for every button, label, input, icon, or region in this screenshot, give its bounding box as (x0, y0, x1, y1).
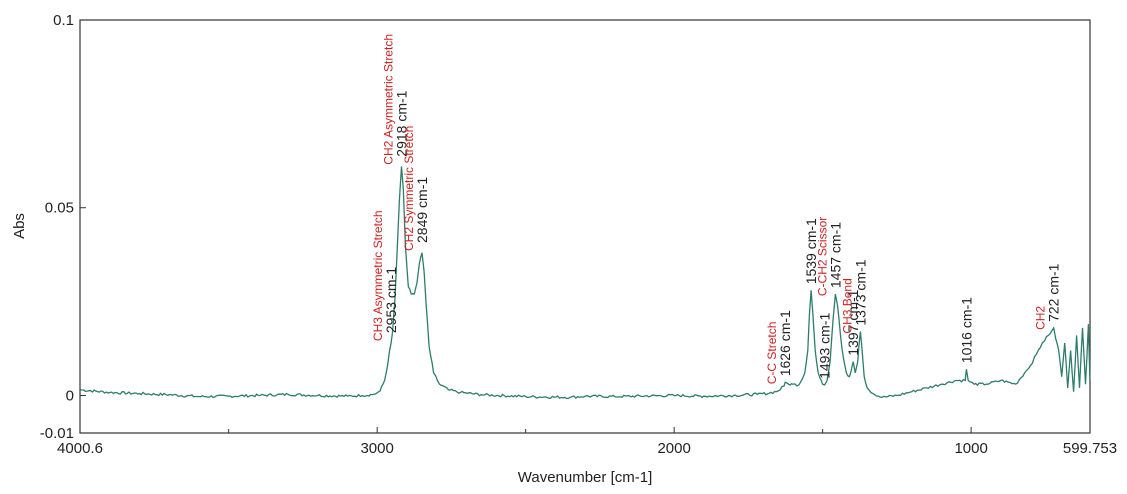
y-tick-label: 0 (66, 387, 74, 404)
peak-assignment-label: CH3 Bend (840, 278, 854, 333)
peak-label: 1457 cm-1 (827, 222, 843, 288)
y-tick-label: -0.01 (40, 425, 74, 442)
peak-label: 1397 cm-1 (845, 289, 861, 355)
peak-label: 1016 cm-1 (958, 297, 974, 363)
peak-assignment-label: CH2 Symmetric Stretch (402, 126, 416, 251)
peak-assignment-label: CH2 Asymmetric Stretch (382, 34, 396, 165)
peak-label: 2849 cm-1 (414, 177, 430, 243)
plot-frame (79, 19, 1091, 434)
peak-assignment-label: CH3 Asymmetric Stretch (371, 210, 385, 341)
peak-label: 2953 cm-1 (383, 267, 399, 333)
x-tick-label: 599.753 (1063, 440, 1117, 457)
x-tick-label: 1000 (954, 440, 987, 457)
axis-ticks: 4000.6 3000 2000 1000 599.753 0.1 0.05 0 -0.01 (40, 12, 1117, 457)
peak-assignment-label: CH2 (1034, 306, 1048, 330)
peak-label: 1626 cm-1 (777, 310, 793, 376)
x-tick-label: 3000 (360, 440, 393, 457)
peak-assignment-label: C-C Stretch (765, 322, 779, 385)
peak-label: 1539 cm-1 (803, 218, 819, 284)
peak-label: 1373 cm-1 (852, 259, 868, 325)
peak-label: 1493 cm-1 (817, 313, 833, 379)
y-tick-label: 0.1 (53, 12, 74, 29)
x-tick-label: 4000.6 (57, 440, 103, 457)
peak-label: 2918 cm-1 (394, 90, 410, 156)
x-axis-title: Wavenumber [cm-1] (518, 469, 652, 486)
peak-assignment-label: C-CH2 Scissor (815, 217, 829, 296)
spectrum-trace (80, 166, 1091, 400)
y-axis-title: Abs (11, 213, 28, 239)
y-tick-label: 0.05 (45, 200, 74, 217)
x-tick-label: 2000 (657, 440, 690, 457)
peak-label: 722 cm-1 (1046, 263, 1062, 322)
